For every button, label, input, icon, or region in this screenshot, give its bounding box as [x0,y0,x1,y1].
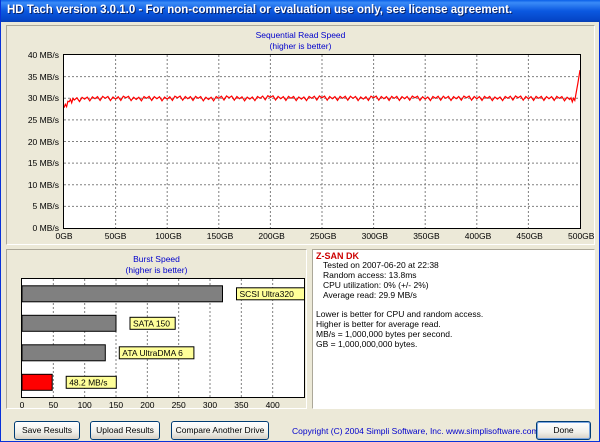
burst-chart-title-line2: (higher is better) [125,265,188,275]
read-x-tick-label: 250GB [310,231,337,241]
sequential-read-panel: Sequential Read Speed (higher is better)… [6,25,595,245]
read-plot [63,54,581,229]
read-x-tick-label: 100GB [155,231,182,241]
read-x-tick-label: 500GB [568,231,595,241]
window-title: HD Tach version 3.0.1.0 - For non-commer… [7,4,513,16]
read-speed-line [64,70,580,109]
read-chart-title-line2: (higher is better) [269,41,332,51]
burst-label-text: SATA 150 [133,318,170,328]
burst-chart-title: Burst Speed (higher is better) [7,254,306,276]
note-mbps-definition: MB/s = 1,000,000 bytes per second. [316,329,453,339]
read-y-tick-label: 20 MB/s [27,136,59,147]
burst-label-text: ATA UltraDMA 6 [122,348,183,358]
burst-x-tick-label: 50 [48,400,59,410]
burst-bar [22,314,117,332]
burst-speed-panel: Burst Speed (higher is better) SCSI Ultr… [6,249,307,410]
read-x-tick-label: 150GB [206,231,234,241]
compare-another-drive-button[interactable]: Compare Another Drive [171,421,269,440]
read-y-tick-label: 30 MB/s [27,93,59,104]
drive-name: Z-SAN DK [316,251,359,261]
burst-label-text: SCSI Ultra320 [240,289,295,299]
read-x-tick-label: 300GB [361,231,389,241]
burst-x-tick-label: 300 [202,400,218,410]
read-y-tick-label: 15 MB/s [27,158,59,169]
burst-bar [22,373,53,391]
copyright-text: Copyright (C) 2004 Simpli Software, Inc.… [292,426,539,436]
burst-x-tick-label: 150 [108,400,124,410]
read-x-tick-label: 400GB [464,231,492,241]
burst-label-text: 48.2 MB/s [69,377,107,387]
burst-x-tick-label: 100 [77,400,92,410]
read-y-tick-label: 25 MB/s [27,114,59,125]
read-x-tick-label: 50GB [104,231,127,241]
burst-x-tick-label: 250 [171,400,186,410]
average-read: Average read: 29.9 MB/s [323,290,417,300]
note-gb-definition: GB = 1,000,000,000 bytes. [316,339,418,349]
tested-on: Tested on 2007-06-20 at 22:38 [323,260,439,270]
burst-x-tick-label: 400 [265,400,280,410]
read-chart-title: Sequential Read Speed (higher is better) [7,30,594,52]
burst-chart-title-line1: Burst Speed [133,254,180,264]
burst-x-tick-label: 0 [19,400,25,410]
burst-x-tick-label: 200 [140,400,155,410]
burst-label-box [65,375,117,389]
read-x-tick-label: 350GB [413,231,440,241]
burst-label-box [236,287,304,301]
results-panel: Z-SAN DK Tested on 2007-06-20 at 22:38 R… [312,249,595,409]
cpu-utilization: CPU utilization: 0% (+/- 2%) [323,280,429,290]
read-y-tick-label: 35 MB/s [27,71,59,82]
save-results-button[interactable]: Save Results [14,421,80,440]
burst-bar [22,285,223,303]
read-y-tick-label: 0 MB/s [32,223,59,233]
note-higher-better: Higher is better for average read. [316,319,441,329]
burst-x-tick-label: 350 [234,400,249,410]
random-access: Random access: 13.8ms [323,270,417,280]
burst-plot: SCSI Ultra320 SATA 150 ATA UltraDMA 6 48.2 … [21,278,305,398]
title-bar[interactable]: HD Tach version 3.0.1.0 - For non-commer… [1,0,600,22]
burst-label-box [129,316,176,330]
read-y-tick-label: 10 MB/s [27,179,59,190]
read-y-tick-label: 40 MB/s [27,50,59,60]
burst-label-box [118,346,195,360]
read-x-tick-label: 450GB [516,231,543,241]
read-y-tick-label: 5 MB/s [32,201,59,212]
burst-bar [22,344,106,362]
note-lower-better: Lower is better for CPU and random acces… [316,309,484,319]
read-chart-title-line1: Sequential Read Speed [255,30,346,40]
upload-results-button[interactable]: Upload Results [90,421,160,440]
read-x-tick-label: 200GB [258,231,285,241]
done-button[interactable]: Done [536,421,591,440]
read-x-tick-label: 0GB [55,231,73,241]
